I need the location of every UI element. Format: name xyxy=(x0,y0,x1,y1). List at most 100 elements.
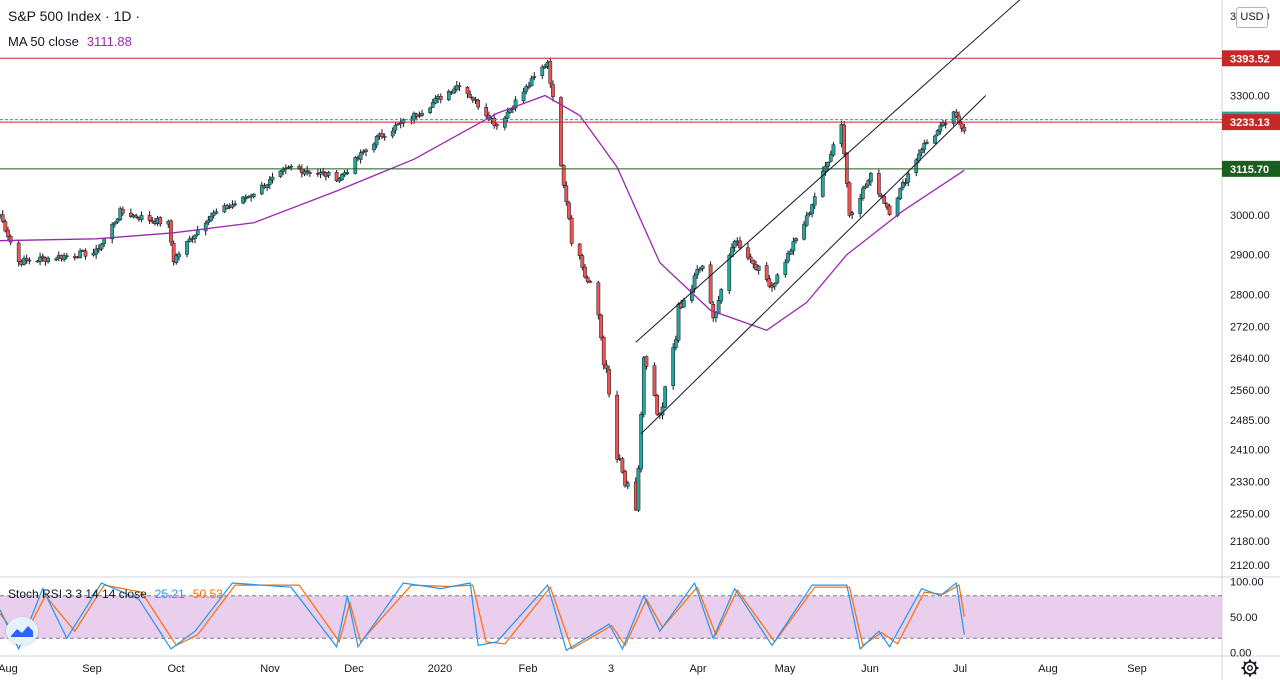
stoch-band xyxy=(0,595,1222,639)
candle-body xyxy=(203,222,208,232)
ma-legend[interactable]: MA 50 close 3111.88 xyxy=(8,34,132,49)
candle-body xyxy=(382,136,387,138)
candle-body xyxy=(585,277,590,282)
candle-body xyxy=(468,94,473,98)
candle-body xyxy=(278,170,283,177)
tradingview-logo-icon[interactable] xyxy=(6,617,38,645)
candle-body xyxy=(326,171,331,176)
candle-body xyxy=(847,182,852,216)
candle-body xyxy=(505,111,510,119)
candle-body xyxy=(527,85,531,88)
time-tick-label: Aug xyxy=(0,663,18,675)
candle-body xyxy=(446,90,451,101)
price-tick-label: 2800.00 xyxy=(1230,289,1270,301)
time-tick-label: Jul xyxy=(953,663,967,675)
candle-body xyxy=(24,258,29,261)
ma-legend-value: 3111.88 xyxy=(86,34,132,49)
candle-body xyxy=(513,99,518,109)
candle-body xyxy=(788,250,793,255)
candle-body xyxy=(922,142,927,150)
candle-body xyxy=(925,142,929,144)
stoch-k-line xyxy=(0,581,965,652)
price-tick-label: 2250.00 xyxy=(1230,508,1270,520)
stoch-tick-label: 50.00 xyxy=(1230,612,1258,624)
candle-body xyxy=(345,172,350,174)
price-tick-label: 2330.00 xyxy=(1230,476,1270,488)
candle-body xyxy=(901,182,905,188)
candle-body xyxy=(318,172,323,175)
candle-body xyxy=(193,235,197,239)
candle-body xyxy=(289,165,294,168)
time-tick-label: Apr xyxy=(689,663,706,675)
candle-body xyxy=(46,257,50,263)
price-tick-label: 2120.00 xyxy=(1230,560,1270,572)
candles-layer xyxy=(0,57,967,513)
candle-body xyxy=(380,133,384,138)
candle-body xyxy=(281,169,286,172)
candle-body xyxy=(195,230,200,235)
candle-body xyxy=(732,240,737,248)
candle-body xyxy=(748,256,753,260)
settings-gear-icon[interactable] xyxy=(1240,658,1260,678)
candle-body xyxy=(641,357,646,415)
candle-body xyxy=(580,255,585,268)
candle-body xyxy=(764,265,769,280)
candle-body xyxy=(511,108,515,110)
candle-body xyxy=(826,162,830,167)
candle-body xyxy=(243,197,248,200)
candle-body xyxy=(577,243,582,256)
candle-body xyxy=(794,238,798,242)
candle-body xyxy=(211,212,216,216)
candle-body xyxy=(209,215,213,221)
candle-body xyxy=(898,188,903,199)
candle-body xyxy=(877,172,881,195)
currency-button[interactable]: USD xyxy=(1236,7,1268,28)
candle-body xyxy=(887,205,892,215)
candle-body xyxy=(540,66,545,77)
candle-body xyxy=(372,143,376,151)
candle-body xyxy=(470,97,475,101)
candle-body xyxy=(305,170,310,172)
candle-body xyxy=(401,119,406,124)
candle-body xyxy=(623,471,627,486)
candle-body xyxy=(812,196,817,206)
candle-body xyxy=(620,458,625,473)
candle-body xyxy=(652,365,657,396)
candle-body xyxy=(775,274,780,284)
candle-body xyxy=(16,242,21,263)
candle-body xyxy=(286,166,291,169)
candle-body xyxy=(174,255,179,264)
ma-legend-label: MA 50 close xyxy=(8,34,79,49)
candle-body xyxy=(214,211,219,214)
stoch-rsi-legend[interactable]: Stoch RSI 3 3 14 14 close 25.21 50.53 xyxy=(8,587,223,601)
level-label-bg-3115.70 xyxy=(1222,160,1280,177)
candle-body xyxy=(951,111,956,124)
candle-body xyxy=(738,240,742,249)
symbol-title[interactable]: S&P 500 Index · 1D · xyxy=(8,8,140,24)
candle-body xyxy=(604,364,609,369)
candle-body xyxy=(599,314,603,339)
candle-body xyxy=(601,337,606,366)
candle-body xyxy=(158,217,163,225)
candle-body xyxy=(150,220,155,223)
candle-body xyxy=(882,195,887,204)
candle-body xyxy=(361,151,366,153)
candle-body xyxy=(962,127,967,132)
candle-body xyxy=(636,467,641,511)
candle-body xyxy=(695,269,700,276)
candle-body xyxy=(863,185,868,189)
candle-body xyxy=(308,172,312,174)
price-tick-label: 2410.00 xyxy=(1230,445,1270,457)
stoch-k-value: 25.21 xyxy=(154,587,185,601)
trendline-2 xyxy=(640,95,987,435)
candle-body xyxy=(559,97,563,167)
candle-body xyxy=(802,223,806,240)
price-tick-label: 3000.00 xyxy=(1230,210,1270,222)
time-tick-label: 2020 xyxy=(428,663,452,675)
candle-body xyxy=(267,179,272,185)
candle-body xyxy=(241,196,245,204)
candle-body xyxy=(959,123,964,129)
candle-body xyxy=(374,136,379,146)
candle-body xyxy=(187,238,192,242)
